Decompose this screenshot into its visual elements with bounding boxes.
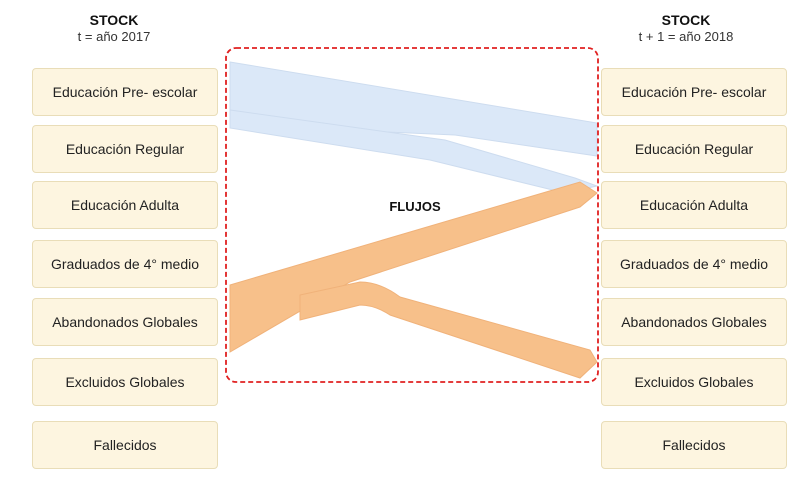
flows-region-border	[225, 47, 599, 383]
left-column-subtitle: t = año 2017	[77, 29, 151, 44]
right-box-fallecidos: Fallecidos	[601, 421, 787, 469]
left-box-preescolar: Educación Pre- escolar	[32, 68, 218, 116]
left-box-abandonados: Abandonados Globales	[32, 298, 218, 346]
right-box-graduados: Graduados de 4° medio	[601, 240, 787, 288]
flow-abandonados-to-excluidos	[299, 281, 598, 379]
right-column-subtitle: t + 1 = año 2018	[638, 29, 734, 44]
flows-label: FLUJOS	[389, 199, 441, 214]
right-column-header: STOCK t + 1 = año 2018	[596, 12, 776, 45]
right-box-abandonados: Abandonados Globales	[601, 298, 787, 346]
left-box-adulta: Educación Adulta	[32, 181, 218, 229]
left-box-regular: Educación Regular	[32, 125, 218, 173]
right-box-excluidos: Excluidos Globales	[601, 358, 787, 406]
left-column-title: STOCK	[89, 12, 139, 28]
left-column-header: STOCK t = año 2017	[24, 12, 204, 45]
left-box-excluidos: Excluidos Globales	[32, 358, 218, 406]
left-box-fallecidos: Fallecidos	[32, 421, 218, 469]
flow-abandonados-to-adulta	[229, 181, 598, 353]
left-box-graduados: Graduados de 4° medio	[32, 240, 218, 288]
right-box-adulta: Educación Adulta	[601, 181, 787, 229]
right-box-regular: Educación Regular	[601, 125, 787, 173]
right-column-title: STOCK	[661, 12, 711, 28]
right-box-preescolar: Educación Pre- escolar	[601, 68, 787, 116]
